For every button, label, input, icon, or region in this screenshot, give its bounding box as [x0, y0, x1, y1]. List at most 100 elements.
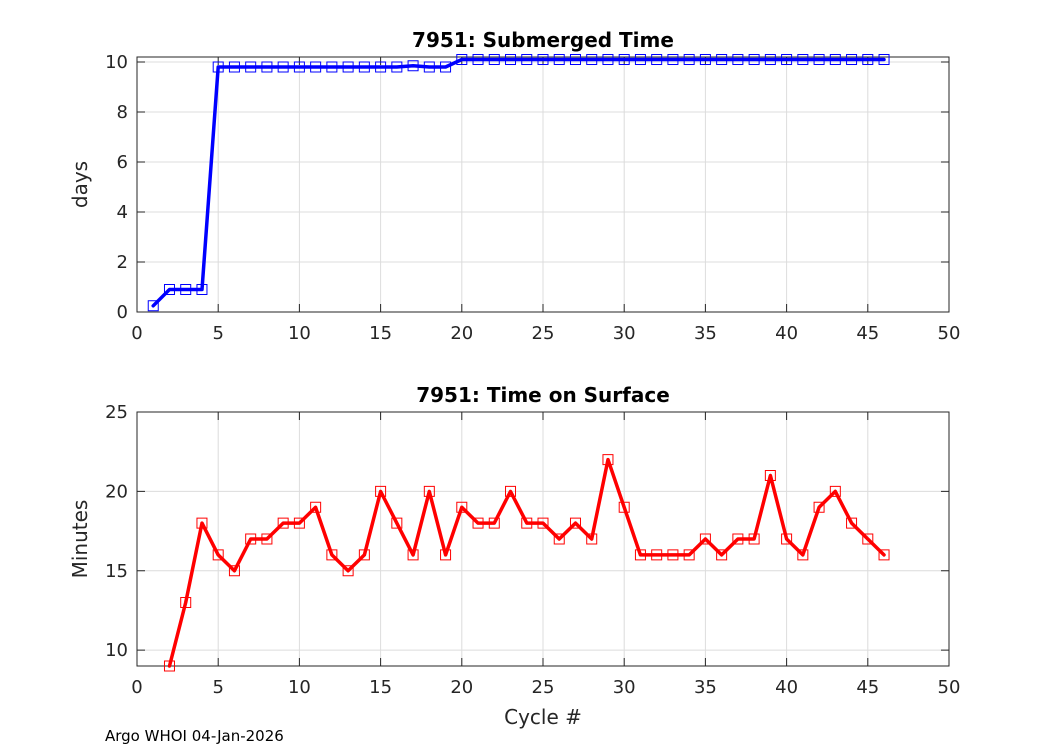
data-point-marker [488, 54, 500, 65]
y-axis-label: days [68, 161, 92, 208]
x-tick-label: 15 [369, 323, 392, 344]
data-point-marker [683, 54, 695, 65]
y-tick-label: 0 [117, 302, 128, 323]
data-point-marker [569, 54, 581, 65]
x-tick-label: 25 [532, 677, 555, 698]
data-point-marker [212, 549, 224, 561]
data-point-marker [699, 54, 711, 65]
data-point-marker [586, 54, 598, 65]
x-tick-label: 40 [775, 323, 798, 344]
data-point-marker [163, 660, 175, 672]
data-point-marker [878, 549, 890, 561]
data-point-marker [667, 54, 679, 65]
submerged-time-panel: 0 5 10 15 20 25 30 35 40 45 50 0 2 4 6 8 10 7951: Submerg… [68, 28, 960, 344]
series-line [151, 57, 886, 308]
data-point-marker [472, 517, 484, 529]
data-point-marker [569, 517, 581, 529]
data-point-marker [764, 470, 776, 481]
data-point-marker [245, 533, 257, 545]
data-point-marker [310, 501, 322, 513]
data-point-marker [326, 549, 338, 561]
data-point-marker [358, 61, 370, 73]
data-point-marker [261, 61, 273, 73]
x-tick-label: 45 [856, 323, 879, 344]
data-point-marker [342, 565, 354, 577]
y-tick-label: 25 [105, 402, 128, 423]
data-point-marker [651, 54, 663, 65]
data-point-marker [505, 485, 517, 497]
data-point-marker [618, 54, 630, 65]
data-point-marker [878, 54, 890, 65]
x-tick-label: 0 [131, 323, 142, 344]
data-point-marker [634, 54, 646, 65]
data-point-marker [699, 533, 711, 545]
data-point-marker [277, 61, 289, 73]
data-point-marker [407, 60, 419, 72]
data-point-marker [407, 549, 419, 561]
data-point-marker [375, 485, 387, 497]
data-point-marker [440, 549, 452, 561]
footer-text: Argo WHOI 04-Jan-2026 [105, 727, 284, 745]
y-tick-label: 10 [105, 52, 128, 73]
data-point-marker [228, 61, 240, 73]
y-tick-label: 20 [105, 481, 128, 502]
data-point-marker [245, 61, 257, 73]
data-point-marker [261, 533, 273, 545]
x-tick-label: 5 [212, 323, 223, 344]
data-point-marker [180, 284, 192, 295]
data-point-marker [602, 454, 614, 466]
data-point-marker [797, 54, 809, 65]
data-point-marker [846, 54, 858, 65]
y-tick-label: 15 [105, 561, 128, 582]
data-point-marker [163, 284, 175, 295]
data-point-marker [553, 54, 565, 65]
data-point-marker [326, 61, 338, 73]
data-point-marker [586, 533, 598, 545]
data-point-marker [310, 61, 322, 73]
data-point-marker [212, 61, 224, 73]
data-point-marker [813, 501, 825, 513]
x-tick-label: 0 [131, 677, 142, 698]
data-point-marker [716, 549, 728, 561]
data-point-marker [147, 300, 159, 312]
x-tick-label: 20 [450, 323, 473, 344]
data-point-marker [846, 517, 858, 529]
data-point-marker [456, 54, 468, 65]
data-point-marker [748, 533, 760, 545]
data-point-marker [505, 54, 517, 65]
data-point-marker [781, 533, 793, 545]
x-tick-label: 35 [694, 323, 717, 344]
x-tick-label: 50 [938, 323, 961, 344]
data-point-marker [732, 54, 744, 65]
time-on-surface-panel: 0 5 10 15 20 25 30 35 40 45 50 10 15 20 25 7951: Time o… [68, 383, 960, 729]
data-point-marker [618, 501, 630, 513]
data-point-marker [196, 517, 208, 529]
y-tick-label: 10 [105, 640, 128, 661]
data-point-marker [537, 517, 549, 529]
data-point-marker [423, 61, 435, 73]
x-axis-label: Cycle # [504, 705, 582, 729]
data-point-marker [358, 549, 370, 561]
data-point-marker [180, 597, 192, 608]
data-point-marker [553, 533, 565, 545]
data-point-marker [862, 533, 874, 545]
y-axis-label: Minutes [68, 500, 92, 579]
x-tick-label: 15 [369, 677, 392, 698]
x-tick-label: 50 [938, 677, 961, 698]
data-point-marker [391, 61, 403, 73]
y-tick-label: 2 [117, 252, 128, 273]
data-point-marker [732, 533, 744, 545]
data-point-marker [781, 54, 793, 65]
data-point-marker [521, 517, 533, 529]
data-point-marker [634, 549, 646, 561]
x-tick-label: 40 [775, 677, 798, 698]
data-point-marker [748, 54, 760, 65]
chart-title: 7951: Submerged Time [412, 28, 674, 52]
data-point-marker [488, 517, 500, 529]
data-point-marker [293, 517, 305, 529]
data-point-marker [862, 54, 874, 65]
data-point-marker [293, 61, 305, 73]
data-point-marker [829, 54, 841, 65]
data-point-marker [440, 61, 452, 73]
